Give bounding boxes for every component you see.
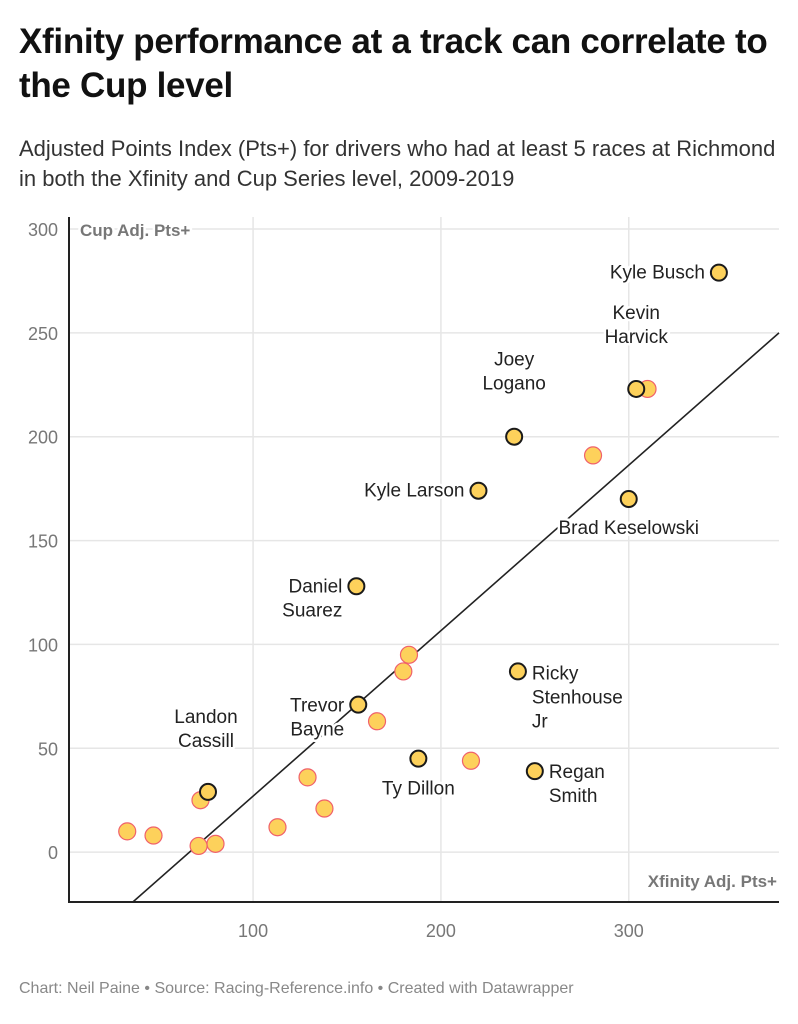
data-point-other bbox=[315, 799, 334, 818]
point-label: Bayne bbox=[290, 720, 344, 741]
data-point-labeled bbox=[508, 662, 527, 681]
point-label-halo: Regan bbox=[549, 762, 605, 783]
point-label-halo: Harvick bbox=[605, 327, 669, 348]
point-label-halo: Ty Dillon bbox=[382, 779, 455, 800]
point-label: Brad Keselowski bbox=[559, 518, 699, 539]
y-tick-label: 150 bbox=[28, 532, 58, 552]
y-axis-title-halo: Cup Adj. Pts+ bbox=[80, 221, 190, 240]
trendline bbox=[132, 332, 780, 903]
axis-lines bbox=[68, 217, 779, 903]
point-label: Landon bbox=[174, 707, 237, 728]
point-label: Regan bbox=[549, 762, 605, 783]
point-label: Cassill bbox=[178, 731, 234, 752]
point-label: Kyle Larson bbox=[364, 481, 464, 502]
chart-title: Xfinity performance at a track can corre… bbox=[19, 22, 768, 105]
data-point-other bbox=[399, 645, 419, 664]
x-tick-label: 300 bbox=[614, 921, 644, 941]
scatter-plot: 0 50 100 150 200 250 300 100 200 300 Kyle Busch K… bbox=[28, 217, 780, 941]
point-label-halo: Kyle Busch bbox=[610, 263, 705, 284]
point-label: Ty Dillon bbox=[382, 779, 455, 800]
point-label-halo: Jr bbox=[532, 711, 549, 732]
point-label-halo: Landon bbox=[174, 707, 237, 728]
chart-subtitle: Adjusted Points Index (Pts+) for drivers… bbox=[19, 136, 776, 191]
point-label-halo: Logano bbox=[482, 374, 545, 395]
data-point-other bbox=[583, 446, 603, 465]
y-tick-label: 250 bbox=[28, 324, 58, 344]
point-label-halo: Cassill bbox=[178, 731, 234, 752]
data-point-labeled bbox=[469, 481, 488, 500]
y-axis-title: Cup Adj. Pts+ bbox=[80, 221, 190, 240]
y-tick-label: 100 bbox=[28, 635, 58, 655]
data-point-other bbox=[144, 826, 163, 845]
point-label: Trevor bbox=[290, 696, 345, 717]
y-tick-label: 300 bbox=[28, 220, 58, 240]
point-label-halo: Brad Keselowski bbox=[559, 518, 699, 539]
point-label-halo: Smith bbox=[549, 786, 598, 807]
y-tick-label: 200 bbox=[28, 428, 58, 448]
x-axis-title: Xfinity Adj. Pts+ bbox=[648, 872, 777, 891]
data-point-labeled bbox=[349, 695, 368, 714]
data-point-other bbox=[189, 836, 208, 856]
data-point-labeled bbox=[709, 263, 728, 282]
data-point-labeled bbox=[619, 490, 638, 509]
chart-credit: Chart: Neil Paine • Source: Racing-Refer… bbox=[19, 980, 574, 997]
data-point-other bbox=[206, 834, 225, 853]
y-tick-label: 50 bbox=[38, 739, 58, 759]
regression-line bbox=[132, 332, 780, 903]
point-label-halo: Bayne bbox=[290, 720, 344, 741]
data-point-other bbox=[367, 712, 387, 731]
point-label: Ricky bbox=[532, 663, 579, 684]
data-point-labeled bbox=[505, 427, 524, 446]
point-label-halo: Ricky bbox=[532, 663, 579, 684]
point-label: Suarez bbox=[282, 600, 342, 621]
y-tick-label: 0 bbox=[48, 843, 58, 863]
data-point-other bbox=[394, 662, 413, 681]
data-point-labeled bbox=[525, 762, 544, 781]
point-label-halo: Joey bbox=[494, 350, 535, 371]
point-label: Stenhouse bbox=[532, 687, 623, 708]
point-label-halo: Daniel bbox=[289, 576, 343, 597]
point-label: Harvick bbox=[605, 327, 669, 348]
point-label: Jr bbox=[532, 711, 549, 732]
data-point-other bbox=[461, 751, 481, 770]
x-tick-label: 100 bbox=[238, 921, 268, 941]
point-label-halo: Kevin bbox=[612, 303, 660, 324]
x-tick-label: 200 bbox=[426, 921, 456, 941]
data-point-labeled bbox=[627, 379, 646, 398]
point-label: Smith bbox=[549, 786, 598, 807]
y-axis-ticks: 0 50 100 150 200 250 300 bbox=[28, 220, 58, 863]
grid-lines bbox=[69, 217, 779, 902]
x-axis-ticks: 100 200 300 bbox=[238, 921, 644, 941]
point-label-halo: Kyle Larson bbox=[364, 481, 464, 502]
data-point-labeled bbox=[347, 577, 366, 596]
point-label: Joey bbox=[494, 350, 535, 371]
point-label: Kevin bbox=[612, 303, 660, 324]
data-point-other bbox=[298, 768, 317, 787]
data-point-labeled bbox=[409, 749, 428, 768]
point-label-halo: Suarez bbox=[282, 600, 342, 621]
point-label-halo: Stenhouse bbox=[532, 687, 623, 708]
point-label: Kyle Busch bbox=[610, 263, 705, 284]
data-point-other bbox=[268, 818, 287, 837]
axis-titles: Cup Adj. Pts+Cup Adj. Pts+Xfinity Adj. P… bbox=[78, 219, 778, 892]
point-label: Logano bbox=[482, 374, 545, 395]
data-point-other bbox=[118, 822, 137, 841]
point-label: Daniel bbox=[289, 576, 343, 597]
data-point-labeled bbox=[198, 782, 217, 801]
data-points bbox=[118, 263, 728, 856]
point-label-halo: Trevor bbox=[290, 696, 345, 717]
